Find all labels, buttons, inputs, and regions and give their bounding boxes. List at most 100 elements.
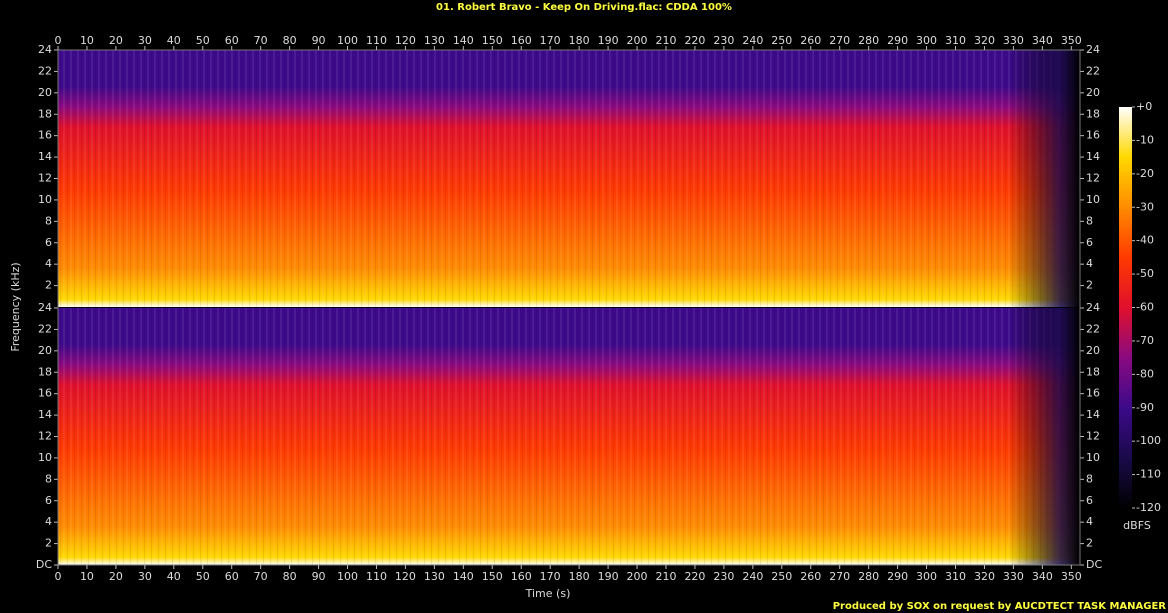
y-tick-label: 6 — [45, 236, 52, 249]
y-tick-label: 22 — [38, 322, 52, 335]
y-tick-label-right: 16 — [1086, 387, 1100, 400]
x-tick-label-top: 170 — [540, 34, 561, 47]
x-tick-label-bottom: 0 — [55, 570, 62, 583]
y-tick-label-right: 14 — [1086, 150, 1100, 163]
x-tick-label-bottom: 70 — [254, 570, 268, 583]
x-tick-label-top: 110 — [366, 34, 387, 47]
colorbar-tick-label: -10 — [1136, 133, 1154, 146]
y-tick-label: 12 — [38, 430, 52, 443]
x-tick-label-top: 230 — [713, 34, 734, 47]
y-tick-label-right: 16 — [1086, 129, 1100, 142]
x-tick-label-bottom: 90 — [312, 570, 326, 583]
y-tick-label-right: 14 — [1086, 408, 1100, 421]
x-tick-label-bottom: 250 — [771, 570, 792, 583]
y-tick-label: 14 — [38, 408, 52, 421]
y-tick-label-right: 4 — [1086, 257, 1093, 270]
spectrogram-fade — [58, 50, 1080, 307]
x-axis-label: Time (s) — [525, 587, 571, 600]
y-tick-label: 12 — [38, 172, 52, 185]
y-tick-label-right: 8 — [1086, 472, 1093, 485]
x-tick-label-top: 120 — [395, 34, 416, 47]
x-tick-label-top: 320 — [974, 34, 995, 47]
x-tick-label-top: 350 — [1061, 34, 1082, 47]
y-tick-label: DC — [36, 558, 52, 571]
colorbar-tick-label: -20 — [1136, 167, 1154, 180]
y-tick-label: 14 — [38, 150, 52, 163]
x-tick-label-top: 240 — [742, 34, 763, 47]
y-tick-label-right: 4 — [1086, 515, 1093, 528]
x-tick-label-bottom: 180 — [569, 570, 590, 583]
x-tick-label-bottom: 110 — [366, 570, 387, 583]
x-tick-label-top: 310 — [945, 34, 966, 47]
x-tick-label-top: 140 — [453, 34, 474, 47]
chart-title: 01. Robert Bravo - Keep On Driving.flac:… — [436, 2, 732, 13]
y-tick-label-right: 18 — [1086, 365, 1100, 378]
x-tick-label-bottom: 300 — [916, 570, 937, 583]
y-tick-label-right: 12 — [1086, 172, 1100, 185]
x-tick-label-top: 220 — [684, 34, 705, 47]
y-tick-label-right: 6 — [1086, 236, 1093, 249]
y-tick-label: 8 — [45, 214, 52, 227]
y-tick-label: 6 — [45, 494, 52, 507]
colorbar-tick-label: -30 — [1136, 200, 1154, 213]
x-tick-label-bottom: 40 — [167, 570, 181, 583]
x-tick-label-bottom: 140 — [453, 570, 474, 583]
y-tick-label: 24 — [38, 43, 52, 56]
x-tick-label-bottom: 80 — [283, 570, 297, 583]
x-tick-label-bottom: 190 — [598, 570, 619, 583]
x-tick-label-bottom: 350 — [1061, 570, 1082, 583]
colorbar-label: dBFS — [1123, 519, 1151, 532]
x-tick-label-bottom: 320 — [974, 570, 995, 583]
x-tick-label-bottom: 270 — [829, 570, 850, 583]
y-tick-label: 20 — [38, 344, 52, 357]
x-tick-label-top: 130 — [424, 34, 445, 47]
x-tick-label-top: 0 — [55, 34, 62, 47]
x-tick-label-bottom: 260 — [800, 570, 821, 583]
y-tick-label-right: 10 — [1086, 451, 1100, 464]
x-tick-label-top: 100 — [337, 34, 358, 47]
x-tick-label-top: 60 — [225, 34, 239, 47]
y-tick-label: 10 — [38, 451, 52, 464]
x-tick-label-top: 340 — [1032, 34, 1053, 47]
y-tick-label-right: 20 — [1086, 344, 1100, 357]
x-tick-label-top: 190 — [598, 34, 619, 47]
x-tick-label-bottom: 340 — [1032, 570, 1053, 583]
colorbar-tick-label: -40 — [1136, 234, 1154, 247]
y-tick-label: 20 — [38, 86, 52, 99]
x-tick-label-bottom: 330 — [1003, 570, 1024, 583]
x-tick-label-bottom: 230 — [713, 570, 734, 583]
x-tick-label-bottom: 240 — [742, 570, 763, 583]
x-tick-label-top: 160 — [511, 34, 532, 47]
y-tick-label-right: 2 — [1086, 279, 1093, 292]
y-axis-label: Frequency (kHz) — [9, 262, 22, 351]
x-tick-label-bottom: 20 — [109, 570, 123, 583]
y-tick-label-right: DC — [1086, 558, 1102, 571]
x-tick-label-top: 180 — [569, 34, 590, 47]
x-tick-label-top: 90 — [312, 34, 326, 47]
x-tick-label-top: 300 — [916, 34, 937, 47]
colorbar-tick-label: -90 — [1136, 401, 1154, 414]
y-tick-label: 16 — [38, 387, 52, 400]
x-tick-label-top: 200 — [627, 34, 648, 47]
x-tick-label-top: 20 — [109, 34, 123, 47]
x-tick-label-top: 250 — [771, 34, 792, 47]
x-tick-label-bottom: 210 — [655, 570, 676, 583]
x-tick-label-top: 70 — [254, 34, 268, 47]
y-tick-label-right: 22 — [1086, 64, 1100, 77]
y-tick-label: 16 — [38, 129, 52, 142]
x-tick-label-top: 280 — [858, 34, 879, 47]
x-tick-label-bottom: 50 — [196, 570, 210, 583]
colorbar-tick-label: -50 — [1136, 267, 1154, 280]
colorbar-tick-label: -100 — [1136, 434, 1161, 447]
y-tick-label-right: 8 — [1086, 214, 1093, 227]
colorbar-tick-label: -110 — [1136, 468, 1161, 481]
x-tick-label-top: 290 — [887, 34, 908, 47]
x-tick-label-top: 40 — [167, 34, 181, 47]
x-tick-label-top: 270 — [829, 34, 850, 47]
x-tick-label-bottom: 10 — [80, 570, 94, 583]
colorbar-tick-label: -120 — [1136, 501, 1161, 514]
footer: Produced by SOX on request by AUCDTECT T… — [833, 601, 1167, 612]
x-tick-label-bottom: 120 — [395, 570, 416, 583]
x-tick-label-bottom: 200 — [627, 570, 648, 583]
x-tick-label-bottom: 310 — [945, 570, 966, 583]
